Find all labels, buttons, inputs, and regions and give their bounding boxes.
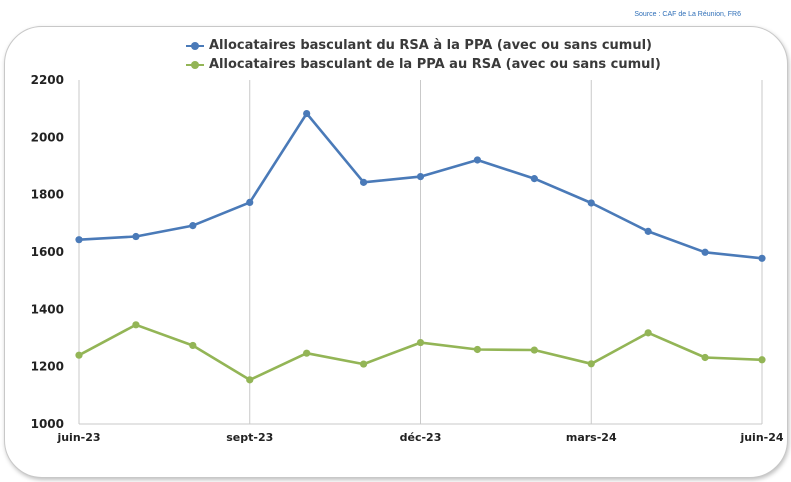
legend-marker-series-2 <box>186 60 204 70</box>
data-point-series-2 <box>416 338 425 347</box>
y-tick-label: 1600 <box>31 245 64 259</box>
data-point-series-2 <box>701 353 709 362</box>
data-point-series-1 <box>75 236 83 244</box>
data-point-series-2 <box>587 360 595 368</box>
data-point-series-1 <box>189 222 197 230</box>
data-point-series-2 <box>758 356 766 364</box>
legend-marker-series-1 <box>186 41 204 51</box>
data-point-series-1 <box>701 248 709 256</box>
data-point-series-2 <box>189 341 197 350</box>
y-tick-label: 1000 <box>31 417 64 431</box>
y-tick-label: 1400 <box>31 302 64 316</box>
data-point-series-2 <box>75 351 83 359</box>
x-tick-label: juin-24 <box>739 431 783 444</box>
data-point-series-2 <box>246 376 254 384</box>
chart-frame <box>4 26 788 478</box>
data-point-series-1 <box>758 254 766 262</box>
y-tick-label: 1200 <box>31 360 64 374</box>
legend-label-series-1: Allocataires basculant du RSA à la PPA (… <box>209 38 653 53</box>
data-point-series-2 <box>644 329 652 337</box>
legend-item-series-1: Allocataires basculant du RSA à la PPA (… <box>186 36 661 55</box>
data-point-series-1 <box>473 156 482 164</box>
data-point-series-1 <box>132 232 140 241</box>
data-point-series-1 <box>246 198 254 207</box>
source-note: Source : CAF de La Réunion, FR6 <box>634 11 741 18</box>
legend-label-series-2: Allocataires basculant de la PPA au RSA … <box>209 57 661 72</box>
data-point-series-1 <box>359 178 368 186</box>
data-point-series-1 <box>530 175 538 183</box>
x-tick-label: déc-23 <box>400 431 442 444</box>
x-tick-label: juin-23 <box>56 431 100 444</box>
data-point-series-1 <box>416 173 425 181</box>
legend: Allocataires basculant du RSA à la PPA (… <box>186 36 661 74</box>
data-point-series-2 <box>473 345 482 354</box>
data-point-series-2 <box>132 321 140 329</box>
y-tick-label: 1800 <box>31 188 64 202</box>
y-tick-label: 2000 <box>31 130 64 144</box>
y-tick-label: 2200 <box>31 73 64 87</box>
data-point-series-1 <box>644 227 652 235</box>
x-tick-label: sept-23 <box>226 431 273 444</box>
data-point-series-1 <box>587 199 595 207</box>
x-tick-label: mars-24 <box>566 431 617 444</box>
legend-item-series-2: Allocataires basculant de la PPA au RSA … <box>186 55 661 74</box>
data-point-series-1 <box>303 109 311 118</box>
data-point-series-2 <box>359 360 368 368</box>
data-point-series-2 <box>303 349 311 357</box>
data-point-series-2 <box>530 346 538 354</box>
